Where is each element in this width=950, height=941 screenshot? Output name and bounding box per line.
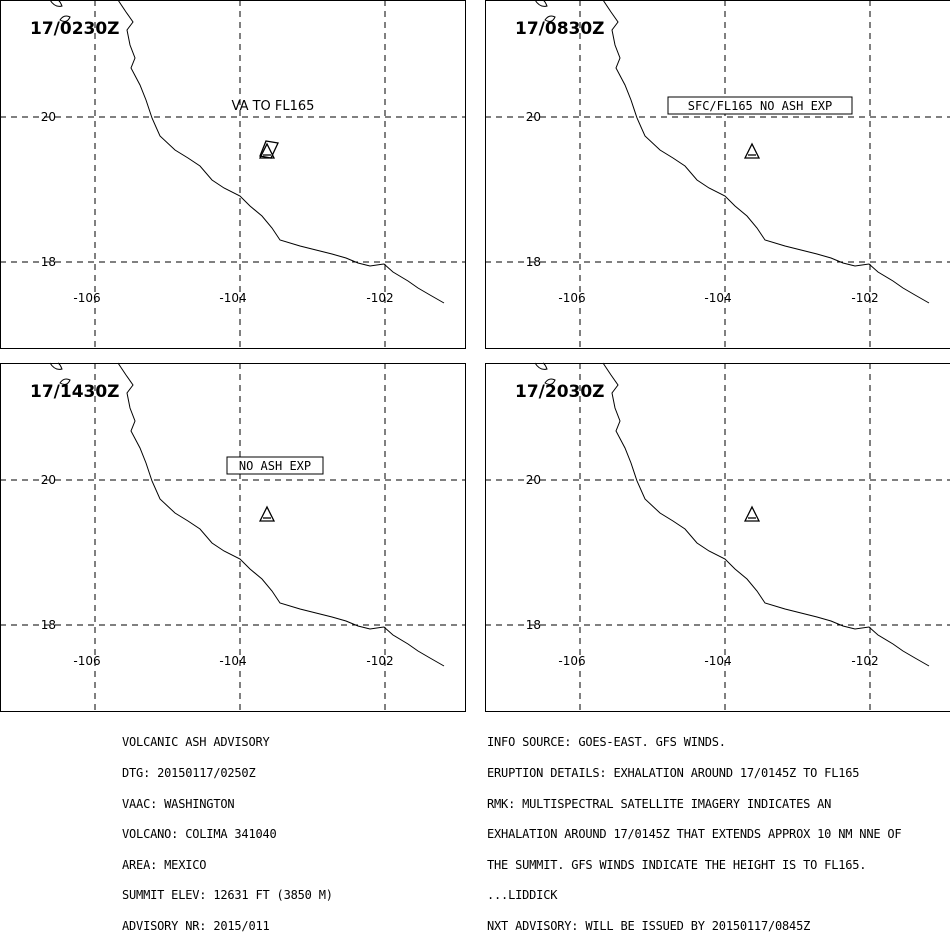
longitude-label: -102 [851,654,878,668]
advisory-line: INFO SOURCE: GOES-EAST. GFS WINDS. [487,737,901,747]
advisory-left-block: VOLCANIC ASH ADVISORY DTG: 20150117/0250… [122,717,333,941]
longitude-label: -104 [219,291,246,305]
ash-forecast-label: VA TO FL165 [232,99,315,114]
latitude-label: 20 [41,473,56,487]
valid-time-label: 17/2030Z [515,382,605,402]
valid-time-label: 17/0230Z [30,19,120,39]
map-panel: 17/0230Z 20 18 -106 -104 -102 VA TO FL165 [0,0,466,349]
longitude-label: -102 [366,654,393,668]
ash-advisory-maps: 17/0230Z 20 18 -106 -104 -102 VA TO FL165 17/08… [0,0,950,812]
map-panel: 17/0830Z 20 18 -106 -104 -102 SFC/FL165 NO ASH… [485,0,950,349]
advisory-line: AREA: MEXICO [122,860,333,870]
advisory-line: RMK: MULTISPECTRAL SATELLITE IMAGERY IND… [487,799,901,809]
advisory-line: ADVISORY NR: 2015/011 [122,921,333,931]
advisory-line: ERUPTION DETAILS: EXHALATION AROUND 17/0… [487,768,901,778]
latitude-label: 20 [41,110,56,124]
latitude-label: 18 [41,255,56,269]
longitude-label: -106 [73,291,100,305]
ash-forecast-label: NO ASH EXP [239,459,311,473]
advisory-right-block: INFO SOURCE: GOES-EAST. GFS WINDS. ERUPT… [487,717,901,941]
longitude-label: -104 [704,291,731,305]
longitude-label: -106 [558,291,585,305]
valid-time-label: 17/1430Z [30,382,120,402]
valid-time-label: 17/0830Z [515,19,605,39]
latitude-label: 20 [526,110,541,124]
advisory-line: DTG: 20150117/0250Z [122,768,333,778]
advisory-line: VAAC: WASHINGTON [122,799,333,809]
latitude-label: 20 [526,473,541,487]
latitude-label: 18 [526,618,541,632]
latitude-label: 18 [41,618,56,632]
advisory-line: THE SUMMIT. GFS WINDS INDICATE THE HEIGH… [487,860,901,870]
advisory-line: EXHALATION AROUND 17/0145Z THAT EXTENDS … [487,829,901,839]
map-panel: 17/2030Z 20 18 -106 -104 -102 [485,363,950,712]
longitude-label: -106 [558,654,585,668]
advisory-line: VOLCANIC ASH ADVISORY [122,737,333,747]
longitude-label: -104 [704,654,731,668]
advisory-line: VOLCANO: COLIMA 341040 [122,829,333,839]
longitude-label: -102 [851,291,878,305]
map-panel: 17/1430Z 20 18 -106 -104 -102 NO ASH EXP [0,363,466,712]
longitude-label: -102 [366,291,393,305]
advisory-line: ...LIDDICK [487,890,901,900]
longitude-label: -106 [73,654,100,668]
latitude-label: 18 [526,255,541,269]
ash-forecast-label: SFC/FL165 NO ASH EXP [688,99,833,113]
advisory-line: NXT ADVISORY: WILL BE ISSUED BY 20150117… [487,921,901,931]
longitude-label: -104 [219,654,246,668]
advisory-line: SUMMIT ELEV: 12631 FT (3850 M) [122,890,333,900]
